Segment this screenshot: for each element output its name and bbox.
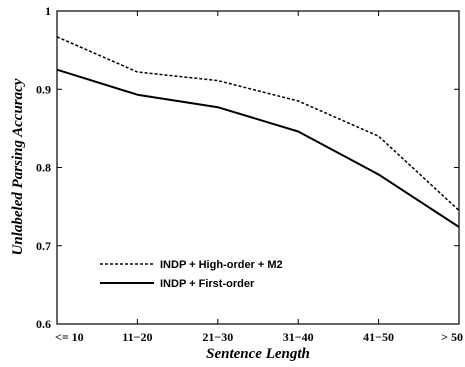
y-axis: 0.6 0.7 0.8 0.9 1 [36,4,459,331]
series-line-high-order [56,36,460,212]
y-axis-title: Unlabeled Parsing Accuracy [10,78,26,255]
series-layer [56,36,460,228]
y-tick-label: 1 [45,4,51,18]
x-tick-label: 41−50 [363,330,394,344]
x-tick-label: > 50 [441,330,463,344]
x-tick-label: <= 10 [55,330,84,344]
plot-frame [56,10,460,325]
x-tick-label: 31−40 [283,330,314,344]
y-tick-label: 0.9 [36,82,51,96]
legend: INDP + High-order + M2 INDP + First-orde… [100,259,283,290]
legend-label-first-order: INDP + First-order [160,278,255,290]
x-tick-label: 11−20 [122,330,152,344]
y-tick-label: 0.8 [36,161,51,175]
x-axis-title: Sentence Length [206,346,310,362]
y-tick-label: 0.6 [36,317,51,331]
y-tick-label: 0.7 [36,239,51,253]
x-tick-label: 21−30 [202,330,233,344]
x-axis: <= 10 11−20 21−30 31−40 41−50 > 50 [55,11,463,344]
legend-label-high-order: INDP + High-order + M2 [160,259,283,271]
series-line-first-order [56,68,460,228]
